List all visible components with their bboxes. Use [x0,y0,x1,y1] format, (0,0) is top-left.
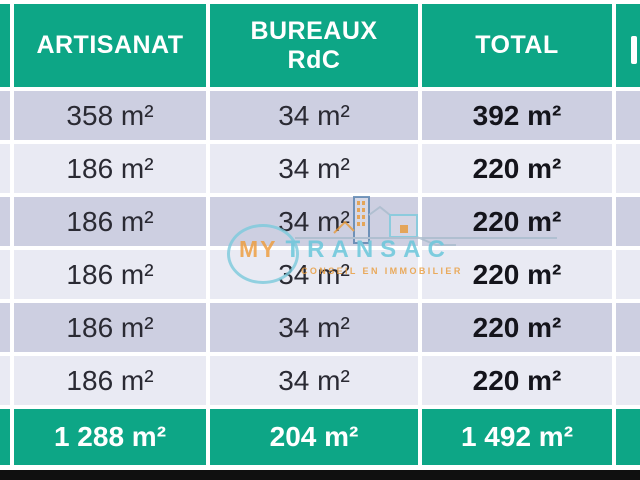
bureaux-cell: 34 m² [210,250,418,299]
total-header: TOTAL [422,4,612,87]
total-cell: 220 m² [422,303,612,352]
artisanat-cell: 186 m² [14,356,206,405]
artisanat-cell: 186 m² [14,197,206,246]
partial-right-cell [616,91,640,140]
table-row: 186 m² 34 m² 220 m² [0,197,640,246]
partial-right-footer-cell [616,409,640,465]
table-row: 186 m² 34 m² 220 m² [0,250,640,299]
header-row: ARTISANAT BUREAUX RdC TOTAL [0,4,640,87]
partial-right-cell [616,197,640,246]
grand-total-cell: 1 492 m² [422,409,612,465]
bottom-bar [0,470,640,480]
partial-right-cell [616,303,640,352]
bureaux-cell: 34 m² [210,303,418,352]
bureaux-cell: 34 m² [210,197,418,246]
bureaux-cell: 34 m² [210,144,418,193]
partial-right-cell [616,356,640,405]
total-cell: 220 m² [422,356,612,405]
total-cell: 220 m² [422,144,612,193]
partial-left-cell [0,303,10,352]
partial-right-cell [616,250,640,299]
artisanat-cell: 358 m² [14,91,206,140]
table-row: 186 m² 34 m² 220 m² [0,144,640,193]
bureaux-total-cell: 204 m² [210,409,418,465]
partial-left-footer-cell [0,409,10,465]
partial-left-cell [0,356,10,405]
table-row: 358 m² 34 m² 392 m² [0,91,640,140]
total-cell: 392 m² [422,91,612,140]
table-row: 186 m² 34 m² 220 m² [0,303,640,352]
total-cell: 220 m² [422,250,612,299]
totals-row: 1 288 m² 204 m² 1 492 m² [0,409,640,465]
partial-left-cell [0,91,10,140]
bureaux-header: BUREAUX RdC [210,4,418,87]
bureaux-cell: 34 m² [210,356,418,405]
total-cell: 220 m² [422,197,612,246]
artisanat-total-cell: 1 288 m² [14,409,206,465]
partial-left-cell [0,144,10,193]
partial-left-header-cell [0,4,10,87]
artisanat-header: ARTISANAT [14,4,206,87]
artisanat-cell: 186 m² [14,250,206,299]
bureaux-cell: 34 m² [210,91,418,140]
partial-column-header-letter [631,36,637,64]
surface-table: ARTISANAT BUREAUX RdC TOTAL 358 m² 34 m²… [0,4,640,465]
artisanat-cell: 186 m² [14,303,206,352]
table-row: 186 m² 34 m² 220 m² [0,356,640,405]
partial-right-cell [616,144,640,193]
partial-left-cell [0,197,10,246]
partial-left-cell [0,250,10,299]
artisanat-cell: 186 m² [14,144,206,193]
